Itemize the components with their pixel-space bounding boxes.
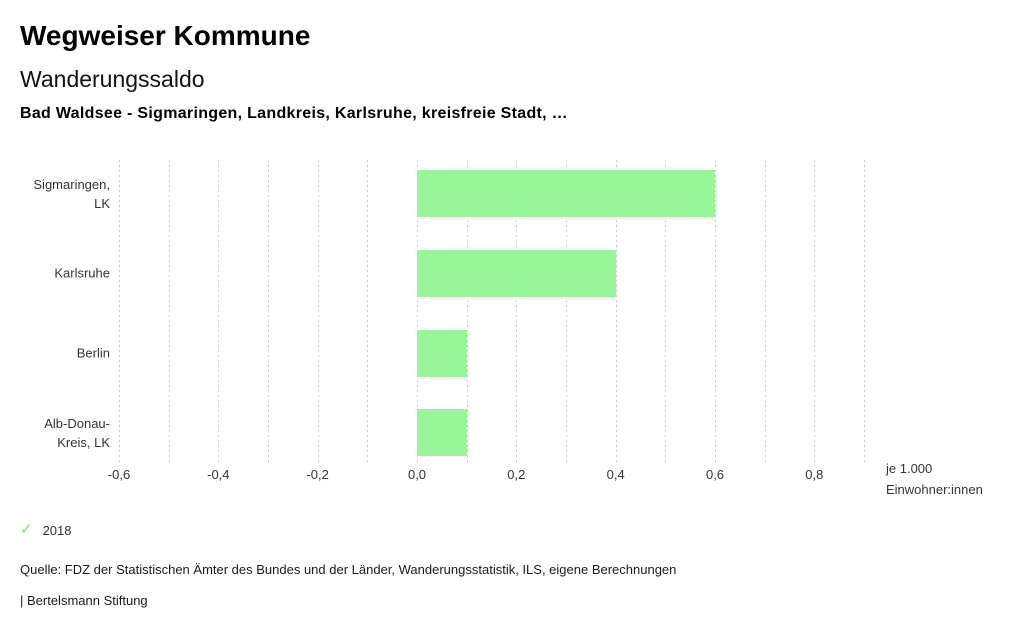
- gridline: [615, 160, 617, 462]
- gridline: [317, 160, 319, 462]
- gridline: [218, 160, 220, 462]
- gridline: [168, 160, 170, 462]
- x-tick-label: 0,4: [606, 467, 625, 482]
- gridline: [864, 160, 865, 462]
- bar-Sigmaringen, LK[interactable]: [417, 170, 715, 217]
- gridline: [367, 160, 369, 462]
- axis-unit-line-1: je 1.000: [886, 461, 933, 476]
- x-tick-label: 0,0: [407, 467, 427, 482]
- x-tick-label: 0,8: [805, 467, 824, 482]
- gridline: [814, 160, 816, 462]
- source-text: Quelle: FDZ der Statistischen Ämter des …: [20, 562, 677, 577]
- gridline: [764, 160, 766, 462]
- x-tick-label: 0,6: [705, 467, 725, 482]
- x-tick-label: 0,2: [507, 467, 526, 482]
- legend: ✓ 2018: [20, 522, 72, 538]
- x-tick-label: -0,2: [306, 467, 329, 482]
- bar-Karlsruhe[interactable]: [417, 249, 616, 297]
- category-label: Sigmaringen, LK: [33, 176, 110, 211]
- check-icon: ✓: [20, 521, 33, 538]
- bar-Berlin[interactable]: [417, 329, 467, 377]
- gridline: [566, 160, 567, 462]
- chart-title: Wanderungssaldo: [20, 66, 205, 92]
- attribution-text: | Bertelsmann Stiftung: [20, 593, 148, 608]
- category-label: Karlsruhe: [54, 265, 110, 281]
- category-label: Berlin: [76, 345, 110, 361]
- axis-unit-line-2: Einwohner:innen: [886, 482, 983, 497]
- x-tick-label: -0,6: [107, 467, 131, 482]
- gridline: [119, 160, 120, 462]
- axis-unit-label: je 1.000 Einwohner:innen: [886, 458, 983, 500]
- app-title: Wegweiser Kommune: [20, 20, 311, 51]
- x-tick-label: -0,4: [207, 467, 230, 482]
- gridline: [715, 160, 716, 462]
- legend-item-2018[interactable]: 2018: [42, 522, 72, 538]
- bar-Alb-Donau-Kreis, LK[interactable]: [417, 409, 467, 457]
- gridline: [516, 160, 518, 462]
- category-label: Alb-Donau- Kreis, LK: [44, 415, 110, 450]
- chart-subtitle: Bad Waldsee - Sigmaringen, Landkreis, Ka…: [20, 105, 568, 122]
- gridline: [466, 160, 468, 462]
- gridline: [665, 160, 667, 462]
- gridline: [417, 160, 418, 462]
- gridline: [268, 160, 269, 462]
